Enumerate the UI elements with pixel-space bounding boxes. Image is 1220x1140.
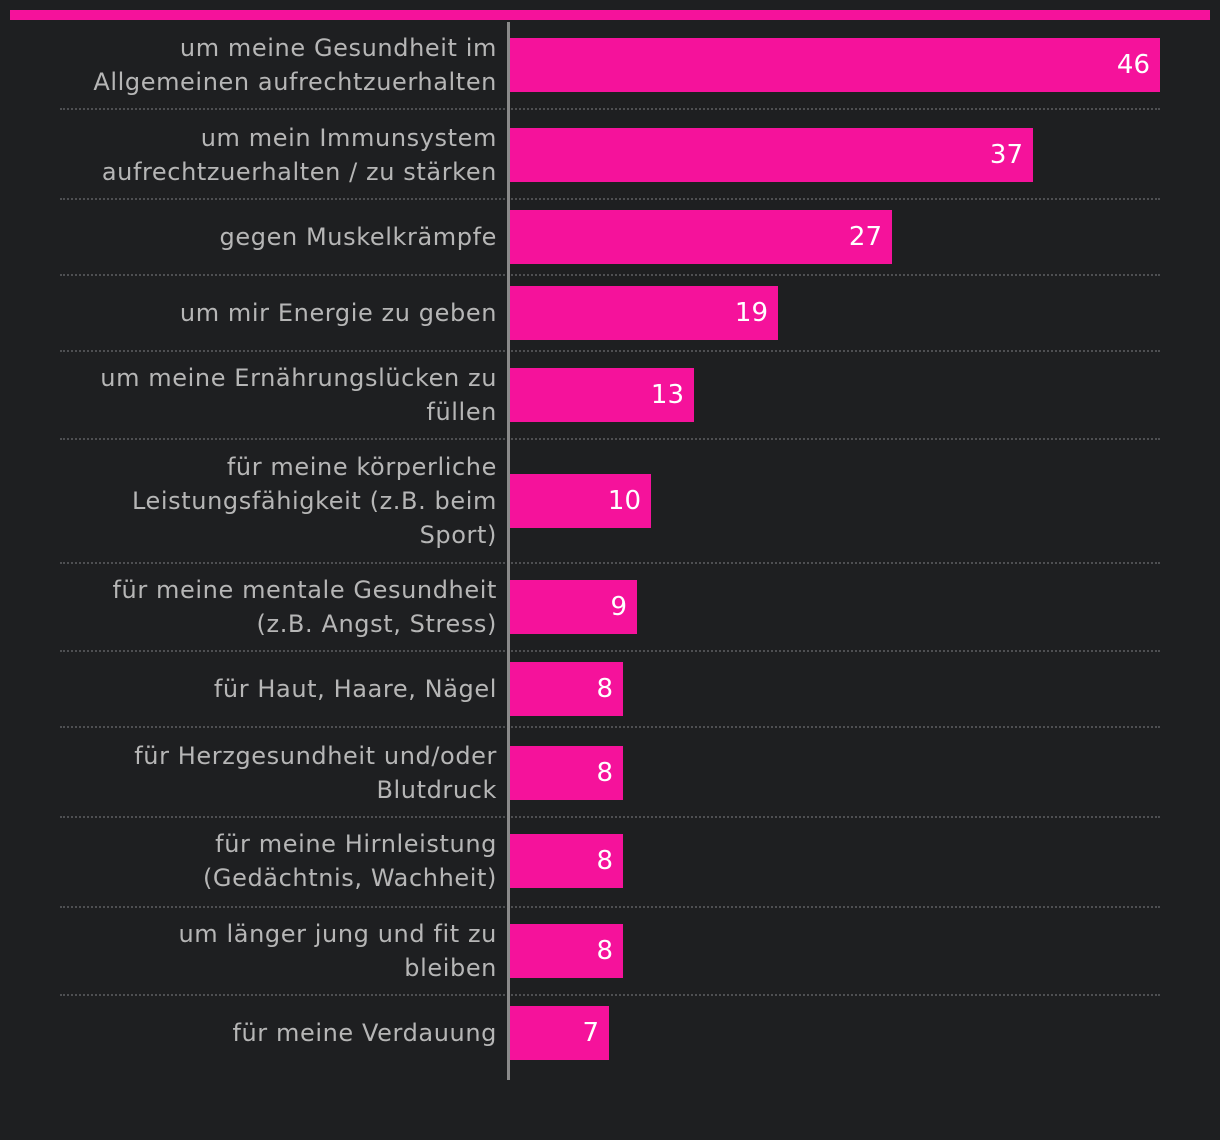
bar [510, 1006, 609, 1060]
row-separator [60, 816, 1160, 818]
row-separator [60, 650, 1160, 652]
bar [510, 128, 1033, 182]
bar [510, 474, 651, 528]
row-separator [60, 274, 1160, 276]
top-accent-bar [10, 10, 1210, 20]
value-label: 7 [582, 1018, 599, 1048]
row-separator [60, 350, 1160, 352]
bar [510, 210, 892, 264]
value-label: 9 [610, 592, 627, 622]
bar [510, 662, 623, 716]
bar [510, 924, 623, 978]
category-label: gegen Muskelkrämpfe [219, 223, 497, 251]
row-separator [60, 562, 1160, 564]
value-label: 27 [848, 222, 882, 252]
row-separator [60, 438, 1160, 440]
row-separator [60, 108, 1160, 110]
category-label: um länger jung und fit zu bleiben [178, 920, 497, 982]
category-label: für meine Hirnleistung (Gedächtnis, Wachh… [202, 830, 497, 892]
row-separator [60, 726, 1160, 728]
row-separator [60, 994, 1160, 996]
value-label: 37 [989, 140, 1023, 170]
value-label: 46 [1116, 50, 1150, 80]
category-label: um mir Energie zu geben [179, 299, 497, 327]
value-label: 8 [596, 846, 613, 876]
value-label: 13 [650, 380, 684, 410]
category-label: für Herzgesundheit und/oder Blutdruck [134, 742, 497, 804]
value-label: 19 [734, 298, 768, 328]
category-label: um meine Gesundheit im Allgemeinen aufrec… [93, 34, 497, 96]
category-label: um meine Ernährungslücken zu füllen [100, 364, 497, 426]
category-label: um mein Immunsystem aufrechtzuerhalten / … [101, 124, 497, 186]
bar [510, 38, 1160, 92]
value-label: 8 [596, 936, 613, 966]
bar [510, 834, 623, 888]
bar [510, 286, 778, 340]
value-label: 8 [596, 674, 613, 704]
category-label: für meine körperliche Leistungsfähigkeit … [131, 453, 497, 549]
category-label: für meine mentale Gesundheit (z.B. Angst,… [112, 576, 497, 638]
bar [510, 580, 637, 634]
category-label: für meine Verdauung [232, 1019, 497, 1047]
value-label: 10 [607, 486, 641, 516]
value-label: 8 [596, 758, 613, 788]
category-label: für Haut, Haare, Nägel [213, 675, 497, 703]
row-separator [60, 198, 1160, 200]
category-axis-line [507, 22, 510, 1080]
bar [510, 368, 694, 422]
row-separator [60, 906, 1160, 908]
bar [510, 746, 623, 800]
